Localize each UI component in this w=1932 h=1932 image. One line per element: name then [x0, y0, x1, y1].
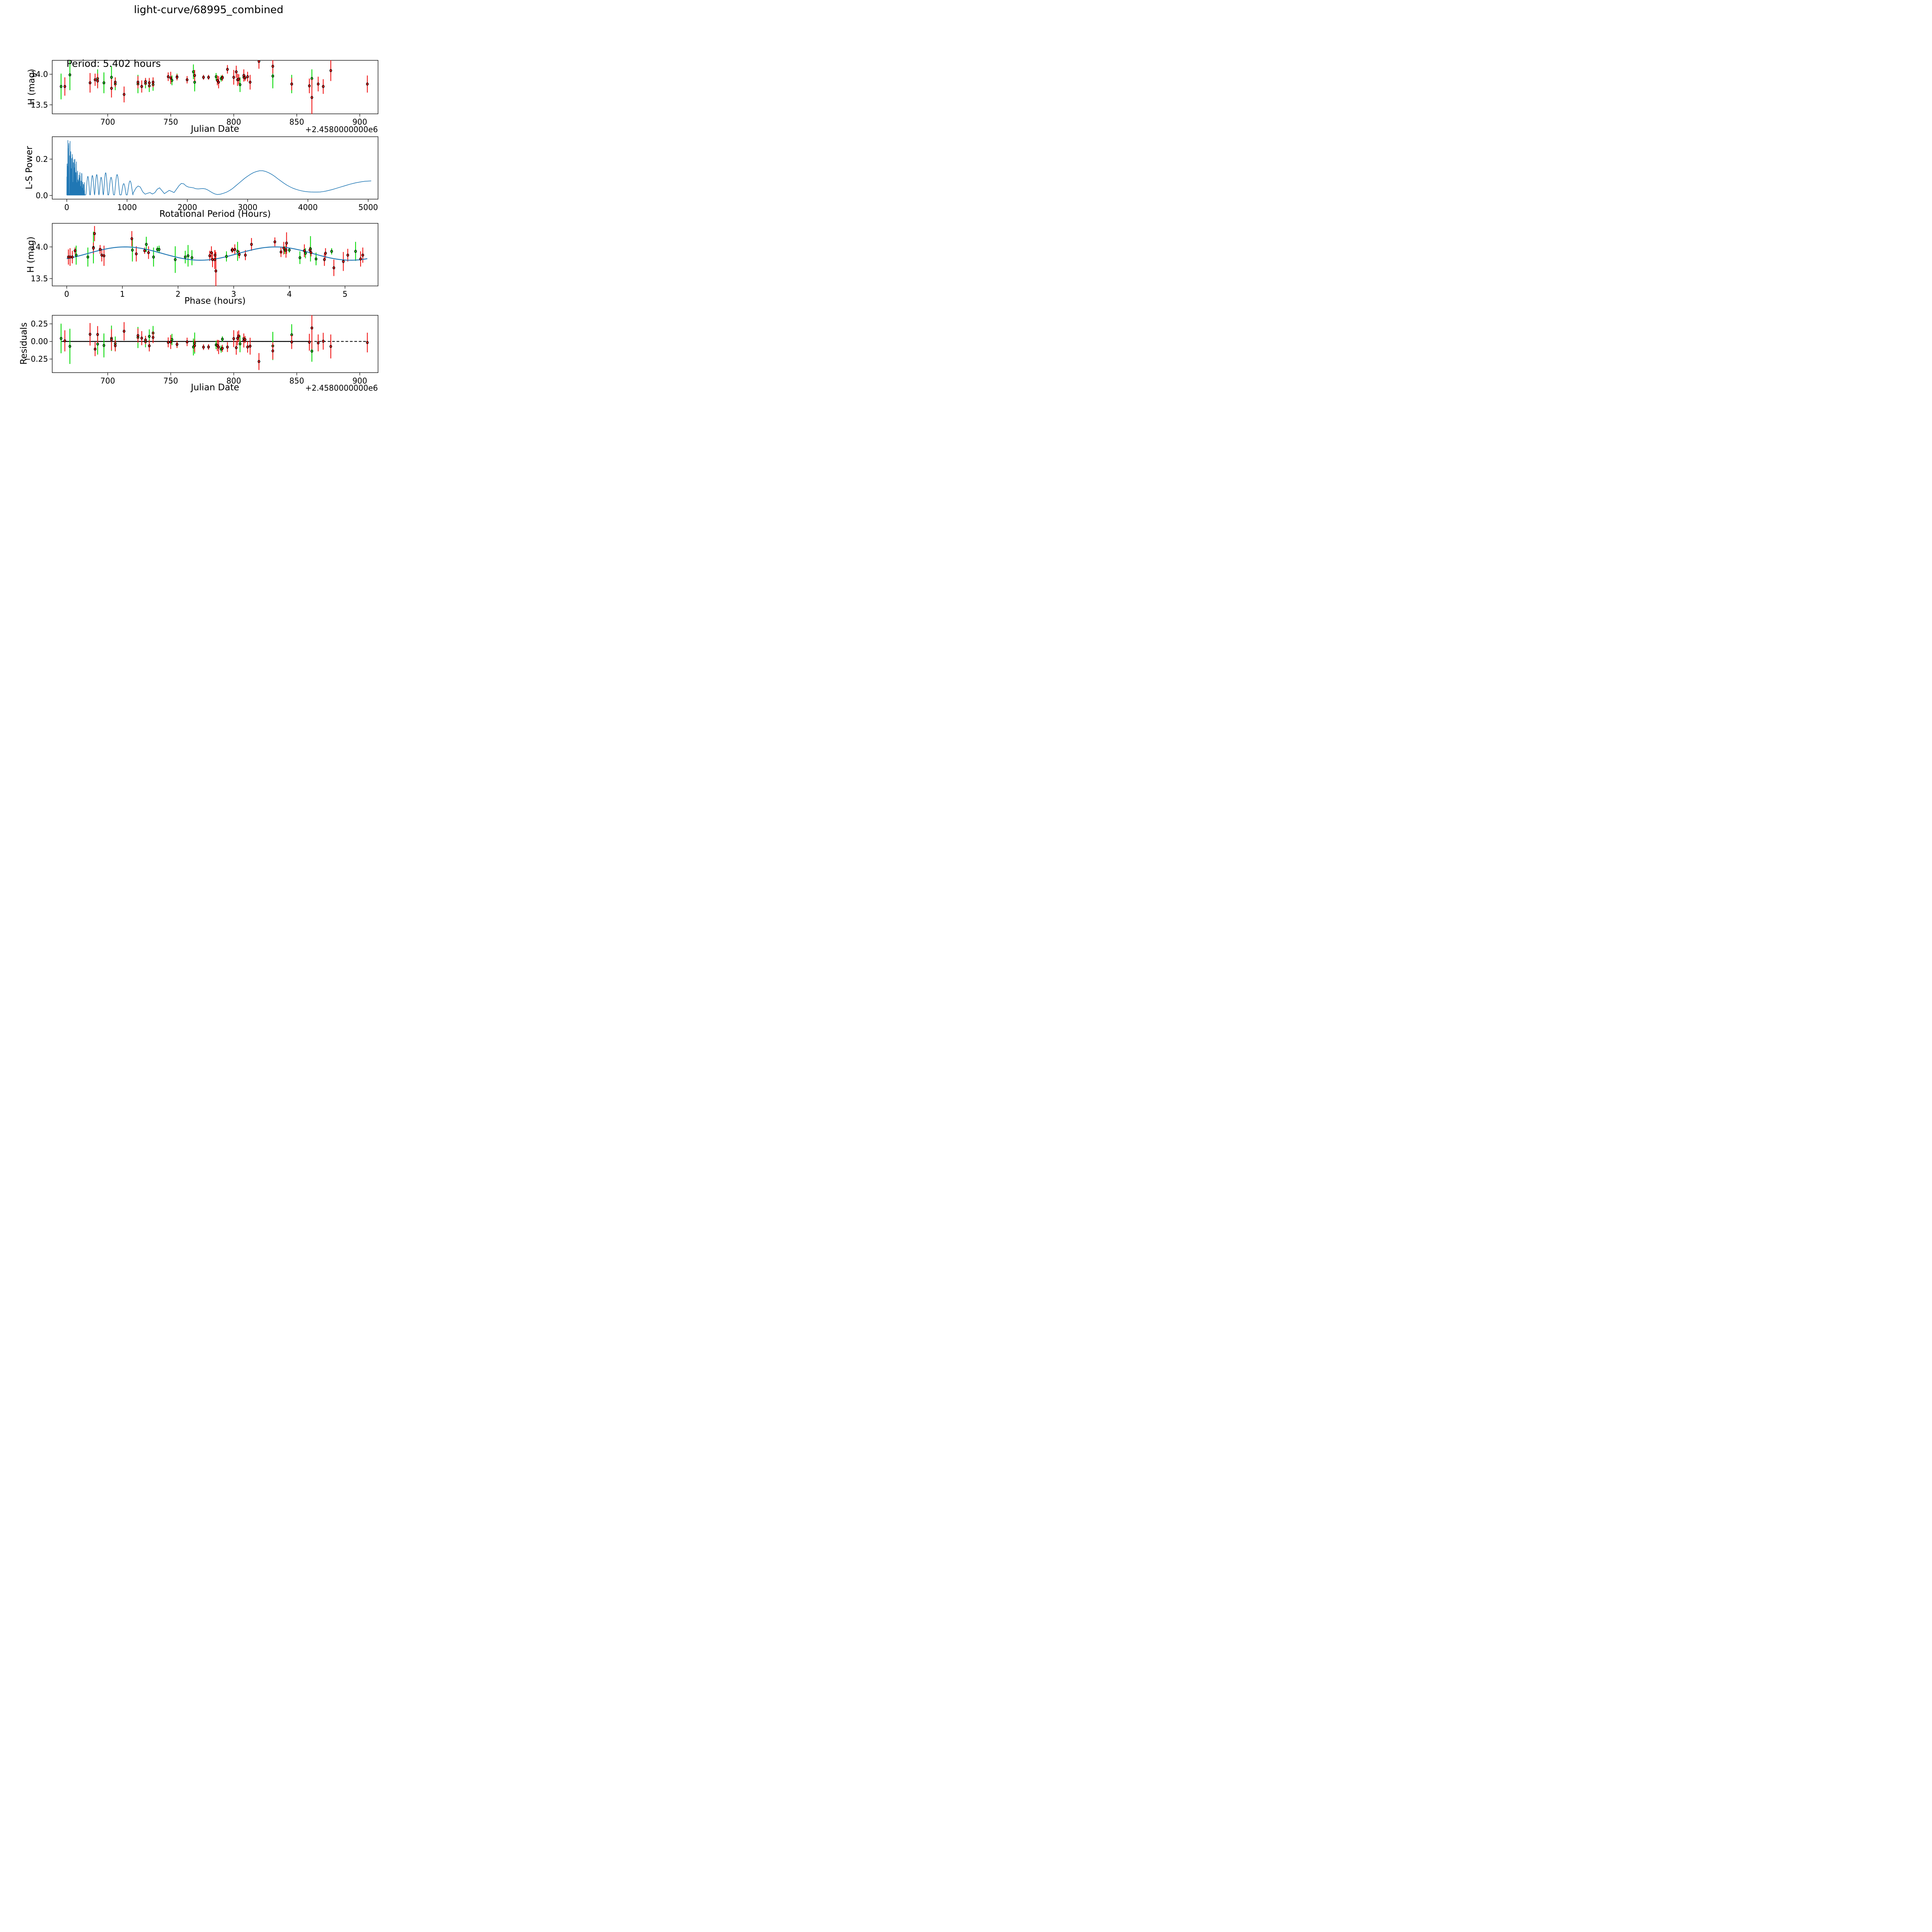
figure: light-curve/68995_combined Period: 5.402… [0, 0, 417, 417]
residuals-xlabel: Julian Date [190, 383, 240, 393]
residuals-ylabel: Residuals [19, 322, 29, 365]
lightcurve-axis-offset: +2.4580000000e6 [305, 125, 378, 134]
phased-xlabel: Phase (hours) [184, 296, 246, 306]
residuals-axis-offset: +2.4580000000e6 [305, 383, 378, 393]
periodogram-ylabel: L-S Power [24, 146, 34, 190]
lightcurve-xlabel: Julian Date [190, 124, 240, 134]
figure-canvas [0, 0, 417, 417]
periodogram-xlabel: Rotational Period (Hours) [159, 209, 271, 219]
lightcurve-ylabel: H (mag) [26, 69, 37, 105]
phased-ylabel: H (mag) [26, 236, 36, 273]
period-annotation: Period: 5.402 hours [66, 58, 161, 69]
figure-title: light-curve/68995_combined [134, 4, 284, 16]
